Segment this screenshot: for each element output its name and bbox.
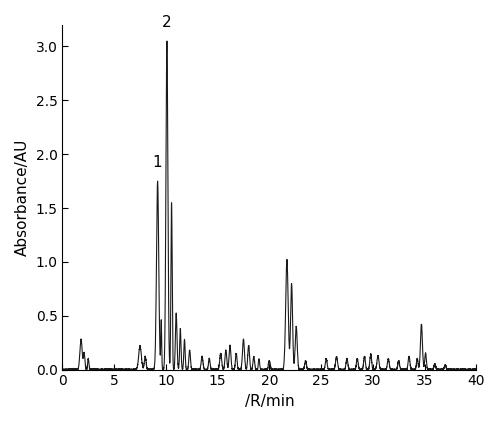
Text: 2: 2 <box>162 15 172 30</box>
X-axis label: /R/min: /R/min <box>244 394 294 409</box>
Text: 1: 1 <box>153 155 162 170</box>
Y-axis label: Absorbance/AU: Absorbance/AU <box>15 139 30 256</box>
